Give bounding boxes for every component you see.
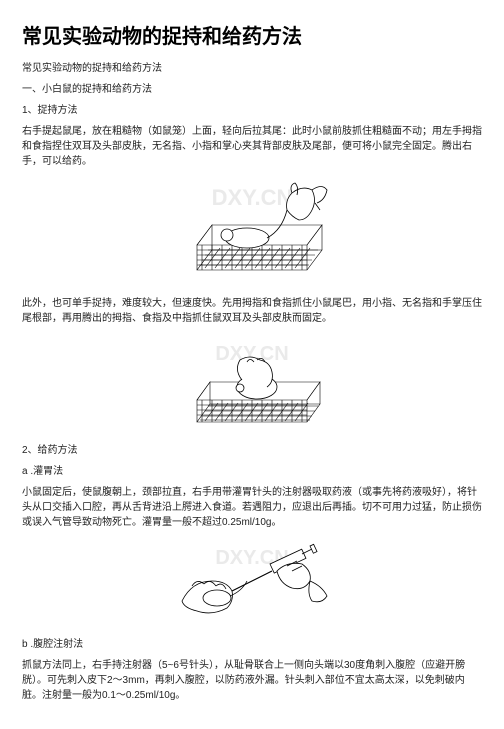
figure-3: DXY.CN (22, 536, 482, 631)
sub-heading-b: b .腹腔注射法 (22, 637, 482, 652)
paragraph-3: 小鼠固定后，使鼠腹朝上，颈部拉直，右手用带灌胃针头的注射器吸取药液（或事先将药液… (22, 485, 482, 530)
sub-heading-a: a .灌胃法 (22, 464, 482, 479)
subtitle-text: 常见实验动物的捉持和给药方法 (22, 61, 482, 76)
paragraph-2: 此外，也可单手捉持，难度较大，但速度快。先用拇指和食指抓住小鼠尾巴，用小指、无名… (22, 296, 482, 326)
page-title: 常见实验动物的捉持和给药方法 (22, 20, 482, 49)
paragraph-1: 右手提起鼠尾，放在粗糙物（如鼠笼）上面，轻向后拉其尾：此时小鼠前肢抓住粗糙面不动… (22, 124, 482, 169)
watermark-text: DXY.CN (212, 185, 293, 210)
paragraph-4: 抓鼠方法同上，右手持注射器（5~6号针头），从耻骨联合上一侧向头端以30度角刺入… (22, 658, 482, 703)
section-heading: 一、小白鼠的捉持和给药方法 (22, 82, 482, 97)
item-heading-2: 2、给药方法 (22, 443, 482, 458)
figure-1: DXY.CN (22, 175, 482, 290)
item-heading-1: 1、捉持方法 (22, 103, 482, 118)
figure-2: DXY.CN (22, 332, 482, 437)
